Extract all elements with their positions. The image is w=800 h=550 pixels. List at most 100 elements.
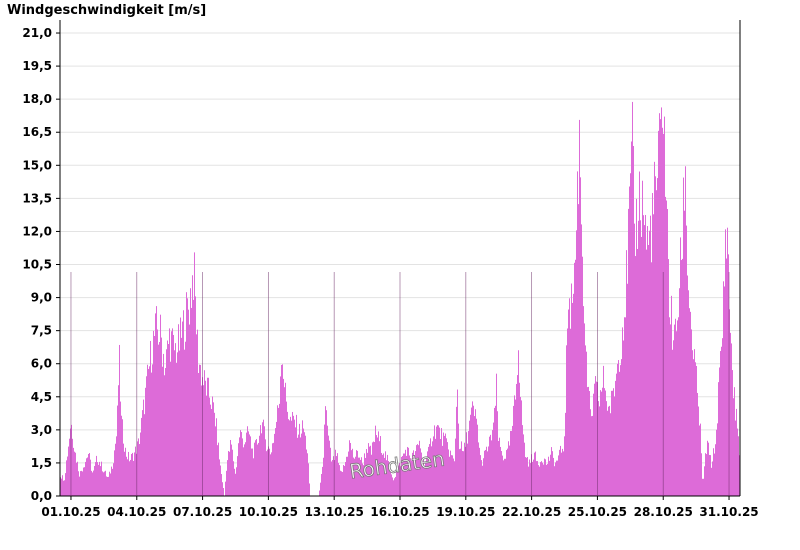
wind-bar <box>269 448 270 496</box>
wind-bar <box>526 457 527 496</box>
wind-bar <box>230 439 231 496</box>
wind-bar <box>662 127 663 496</box>
wind-bar <box>211 408 212 496</box>
wind-bar <box>527 456 528 496</box>
wind-bar <box>458 423 459 496</box>
x-tick-label: 25.10.25 <box>568 505 627 519</box>
wind-bar <box>590 409 591 496</box>
wind-bar <box>337 453 338 496</box>
wind-bar <box>225 481 226 496</box>
wind-bar <box>624 317 625 496</box>
wind-bar <box>178 324 179 496</box>
wind-bar <box>728 254 729 496</box>
wind-bar <box>93 470 94 496</box>
wind-bar <box>571 283 572 496</box>
wind-bar <box>412 452 413 496</box>
wind-bar <box>109 471 110 496</box>
wind-bar <box>179 350 180 496</box>
wind-bar <box>168 344 169 496</box>
wind-bar <box>616 373 617 496</box>
wind-bar <box>686 225 687 496</box>
wind-bar <box>301 433 302 496</box>
wind-bar <box>589 391 590 496</box>
wind-bar <box>209 397 210 496</box>
wind-bar <box>382 454 383 496</box>
wind-bar <box>441 428 442 496</box>
wind-bar <box>195 296 196 496</box>
wind-bar <box>618 360 619 496</box>
wind-bar <box>476 418 477 496</box>
wind-bar <box>155 313 156 496</box>
wind-bar <box>680 237 681 496</box>
y-tick-label: 0,0 <box>31 489 52 503</box>
y-tick-label: 13,5 <box>22 191 52 205</box>
wind-bar <box>142 410 143 496</box>
wind-bar <box>435 438 436 496</box>
wind-bar <box>446 438 447 496</box>
wind-bar <box>386 460 387 496</box>
wind-bar <box>278 407 279 496</box>
wind-bar <box>513 405 514 496</box>
wind-bar <box>172 328 173 496</box>
wind-bar <box>678 317 679 496</box>
wind-bar <box>267 449 268 496</box>
wind-bar <box>394 478 395 496</box>
wind-bar <box>270 454 271 496</box>
wind-bar <box>165 368 166 496</box>
wind-bar <box>219 459 220 496</box>
wind-bar <box>724 286 725 496</box>
wind-bar <box>184 349 185 496</box>
wind-bar <box>370 445 371 496</box>
wind-bar <box>735 420 736 496</box>
wind-bar <box>455 438 456 496</box>
wind-bar <box>127 459 128 496</box>
y-tick-label: 9,0 <box>31 291 52 305</box>
wind-bar <box>621 359 622 496</box>
wind-bar <box>296 414 297 496</box>
wind-bar <box>457 389 458 496</box>
wind-bar <box>338 462 339 496</box>
wind-bar <box>410 458 411 496</box>
y-tick-label: 19,5 <box>22 59 52 73</box>
wind-bar <box>340 470 341 496</box>
wind-bar <box>487 451 488 496</box>
wind-bar <box>364 453 365 496</box>
wind-bar <box>498 441 499 496</box>
wind-bar <box>717 423 718 496</box>
y-tick-label: 12,0 <box>22 224 52 238</box>
wind-bar <box>554 466 555 496</box>
wind-bar <box>381 452 382 496</box>
wind-bar <box>708 442 709 496</box>
wind-bar <box>469 420 470 496</box>
wind-bar <box>431 446 432 496</box>
wind-bar <box>265 439 266 496</box>
wind-bar <box>563 451 564 496</box>
wind-bar <box>704 466 705 496</box>
wind-bar <box>505 458 506 496</box>
wind-bar <box>320 482 321 496</box>
wind-bar <box>135 446 136 496</box>
wind-bar <box>456 406 457 496</box>
wind-bar <box>405 449 406 496</box>
wind-bar <box>607 410 608 496</box>
wind-bar <box>523 434 524 496</box>
wind-bar <box>379 441 380 496</box>
wind-bar <box>358 457 359 496</box>
wind-bar <box>349 440 350 496</box>
wind-bar <box>138 438 139 496</box>
wind-bar <box>273 442 274 496</box>
wind-bar <box>231 444 232 496</box>
wind-bar <box>636 198 637 497</box>
wind-bar <box>532 461 533 496</box>
wind-bar <box>495 405 496 496</box>
wind-bar <box>222 482 223 496</box>
wind-bar <box>258 442 259 496</box>
wind-bar <box>236 467 237 496</box>
wind-bar <box>489 436 490 496</box>
wind-bar <box>677 320 678 496</box>
wind-bar <box>247 426 248 496</box>
wind-bar <box>373 441 374 496</box>
wind-bar <box>392 477 393 496</box>
wind-bar <box>101 461 102 496</box>
wind-bar <box>286 401 287 496</box>
